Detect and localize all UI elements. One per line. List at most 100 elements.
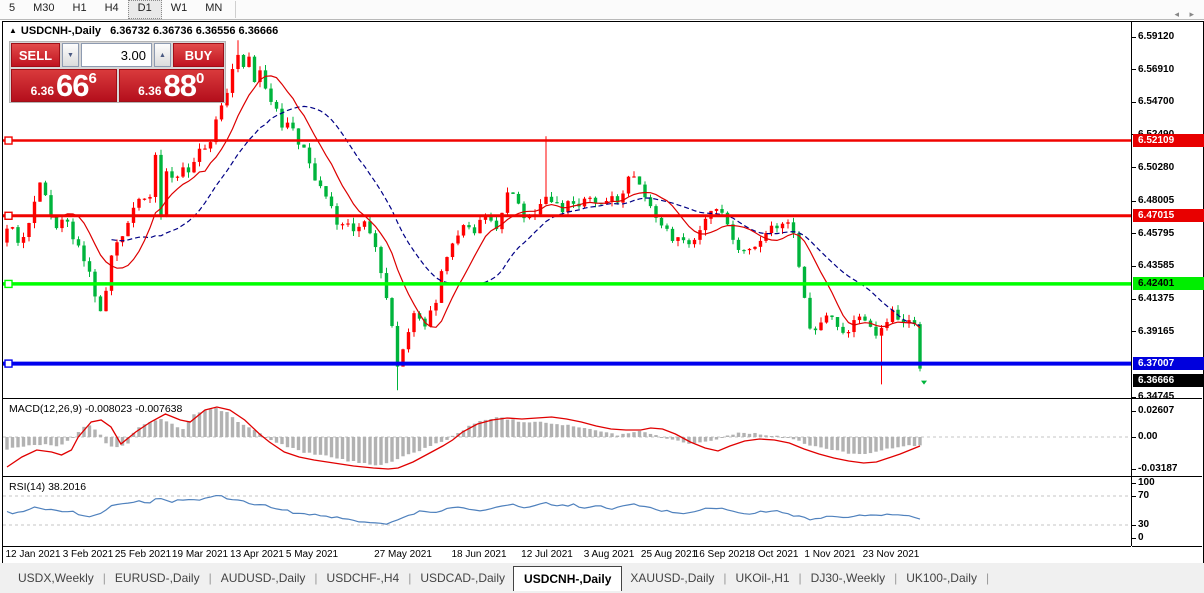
candle-body (604, 200, 609, 204)
timeframe-button-m30[interactable]: M30 (33, 2, 55, 14)
macd-histogram-bar (153, 420, 158, 437)
chart-tab-dj30-weekly[interactable]: DJ30-,Weekly (810, 571, 886, 585)
sell-button[interactable]: SELL (11, 43, 60, 67)
collapse-arrow-icon[interactable]: ▲ (9, 26, 17, 35)
candle-body (588, 197, 592, 199)
macd-histogram-bar (786, 437, 790, 438)
macd-histogram-bar (104, 437, 108, 444)
candle-body (219, 105, 224, 120)
chart-tab-ukoil-h1[interactable]: UKOil-,H1 (735, 571, 790, 585)
macd-histogram-bar (450, 435, 455, 437)
macd-histogram-bar (71, 437, 75, 438)
macd-histogram-bar (516, 421, 521, 437)
candle-body (808, 297, 812, 329)
candle-body (698, 230, 702, 240)
candle-body (82, 245, 86, 262)
macd-histogram-bar (307, 437, 312, 453)
tab-scroll-arrows[interactable]: ◂ ▸ (1174, 9, 1198, 19)
macd-histogram-bar (401, 437, 405, 457)
price-chart-canvas[interactable] (3, 22, 1131, 547)
chart-tab-usdcad-daily[interactable]: USDCAD-,Daily (420, 571, 506, 585)
chart-tab-audusd-daily[interactable]: AUDUSD-,Daily (220, 571, 306, 585)
axis-tick (1132, 469, 1136, 470)
candle-body (445, 257, 449, 272)
candle-body (208, 142, 213, 149)
candle-body (412, 313, 416, 333)
candle-body (76, 239, 81, 246)
buy-button[interactable]: BUY (173, 43, 224, 67)
candle-body (912, 320, 917, 325)
macd-histogram-bar (791, 437, 796, 440)
macd-histogram-bar (714, 437, 719, 440)
axis-tick (1132, 538, 1136, 539)
macd-histogram-bar (406, 437, 411, 455)
macd-histogram-bar (654, 435, 658, 437)
candle-body (654, 206, 658, 218)
candle-body (186, 167, 191, 173)
timeframe-button-h1[interactable]: H1 (72, 2, 87, 14)
macd-histogram-bar (582, 428, 587, 437)
buy-price-button[interactable]: 6.36 88 0 (118, 69, 224, 102)
candle-body (610, 196, 614, 201)
candle-body (780, 223, 785, 229)
candle-body (758, 240, 763, 247)
tab-separator: | (798, 571, 802, 585)
price-axis-label: 6.56910 (1138, 64, 1175, 75)
macd-histogram-bar (522, 422, 526, 437)
timeframe-button-h4[interactable]: H4 (104, 2, 119, 14)
macd-histogram-bar (208, 409, 213, 437)
chart-tab-uk100-daily[interactable]: UK100-,Daily (906, 571, 977, 585)
timeframe-button-mn[interactable]: MN (205, 2, 223, 14)
candle-body (764, 233, 768, 241)
timeframe-button-d1[interactable]: D1 (127, 0, 162, 19)
sell-price-prefix: 6.36 (30, 84, 55, 98)
price-axis-label: 6.41375 (1138, 293, 1175, 304)
macd-histogram-bar (54, 437, 59, 447)
candle-body (351, 223, 356, 232)
chart-tab-xauusd-daily[interactable]: XAUUSD-,Daily (630, 571, 715, 585)
fast-ma-line (51, 75, 921, 329)
candle-body (489, 214, 493, 221)
macd-histogram-bar (747, 433, 752, 437)
one-click-trade-panel: SELL ▼ 3.00 ▲ BUY 6.36 66 6 6.36 88 0 (9, 41, 226, 103)
macd-histogram-bar (527, 422, 532, 437)
macd-histogram-bar (593, 430, 598, 437)
level-price-tag: 6.47015 (1133, 209, 1204, 222)
sell-price-button[interactable]: 6.36 66 6 (11, 69, 117, 102)
macd-histogram-bar (665, 437, 669, 439)
macd-histogram-bar (731, 434, 735, 437)
candle-body (5, 228, 9, 243)
candle-body (428, 310, 433, 327)
candle-body (115, 242, 119, 256)
candle-body (621, 193, 625, 203)
macd-histogram-bar (813, 437, 818, 447)
candle-body (852, 320, 856, 333)
chart-tab-eurusd-daily[interactable]: EURUSD-,Daily (114, 571, 200, 585)
macd-histogram-bar (670, 437, 675, 440)
volume-increase-button[interactable]: ▲ (154, 43, 171, 67)
chart-tab-usdcnh-daily[interactable]: USDCNH-,Daily (513, 565, 623, 591)
macd-histogram-bar (841, 437, 845, 452)
volume-input[interactable]: 3.00 (81, 43, 152, 67)
timeframe-toolbar: 5 M30 H1 H4 D1 W1 MN (0, 0, 1204, 20)
chart-tab-usdx-weekly[interactable]: USDX,Weekly (18, 571, 94, 585)
candle-body (38, 182, 42, 202)
chart-tab-usdchf-h4[interactable]: USDCHF-,H4 (326, 571, 400, 585)
macd-histogram-bar (621, 433, 625, 437)
timeframe-button-5[interactable]: 5 (9, 2, 16, 14)
candle-body (137, 198, 141, 208)
macd-histogram-bar (511, 419, 515, 437)
candle-body (819, 322, 823, 331)
macd-histogram-bar (395, 437, 400, 460)
timeframe-button-w1[interactable]: W1 (170, 2, 188, 14)
volume-decrease-button[interactable]: ▼ (62, 43, 79, 67)
candle-body (885, 322, 889, 329)
macd-histogram-bar (764, 435, 768, 437)
candle-body (835, 317, 840, 327)
buy-price-pip-digit: 0 (196, 70, 205, 87)
candle-body (340, 224, 345, 226)
macd-histogram-bar (318, 437, 323, 455)
candle-body (637, 176, 642, 185)
date-axis-label: 12 Jan 2021 (5, 549, 61, 560)
macd-histogram-bar (428, 437, 433, 446)
